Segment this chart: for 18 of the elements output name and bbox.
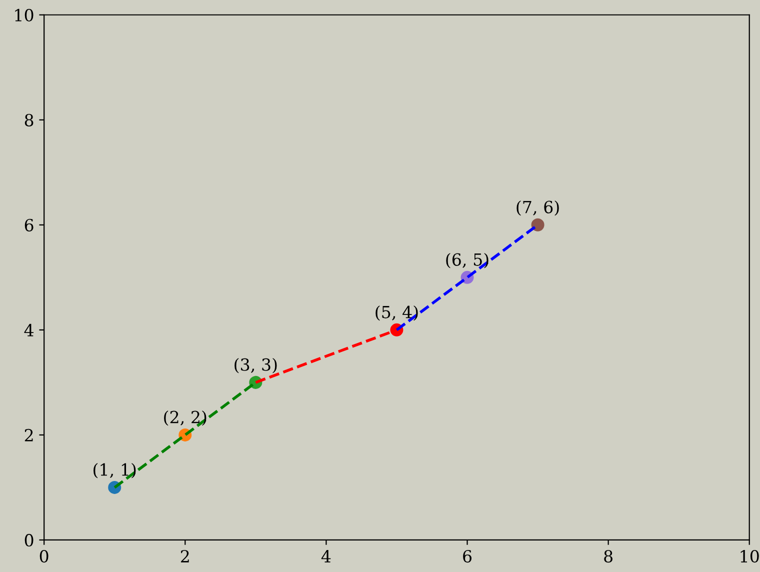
x-tick-label: 8 (604, 550, 612, 563)
data-label: (2, 2) (164, 410, 206, 426)
y-tick-label: 8 (24, 114, 34, 126)
data-label: (7, 6) (516, 200, 559, 216)
data-label: (6, 5) (446, 252, 488, 268)
y-tick-label: 4 (24, 324, 34, 336)
y-tick-label: 10 (15, 8, 34, 22)
x-tick-label: 10 (740, 550, 759, 563)
data-label: (3, 3) (234, 358, 277, 374)
data-label: (5, 4) (376, 305, 418, 321)
y-tick-label: 2 (24, 428, 33, 442)
x-tick-label: 2 (180, 550, 189, 562)
y-tick-label: 6 (24, 218, 34, 232)
data-label: (1, 1) (94, 462, 136, 478)
x-tick-label: 0 (40, 550, 48, 563)
x-tick-label: 6 (463, 550, 472, 563)
x-tick-label: 4 (321, 550, 331, 562)
y-tick-label: 0 (24, 534, 34, 547)
